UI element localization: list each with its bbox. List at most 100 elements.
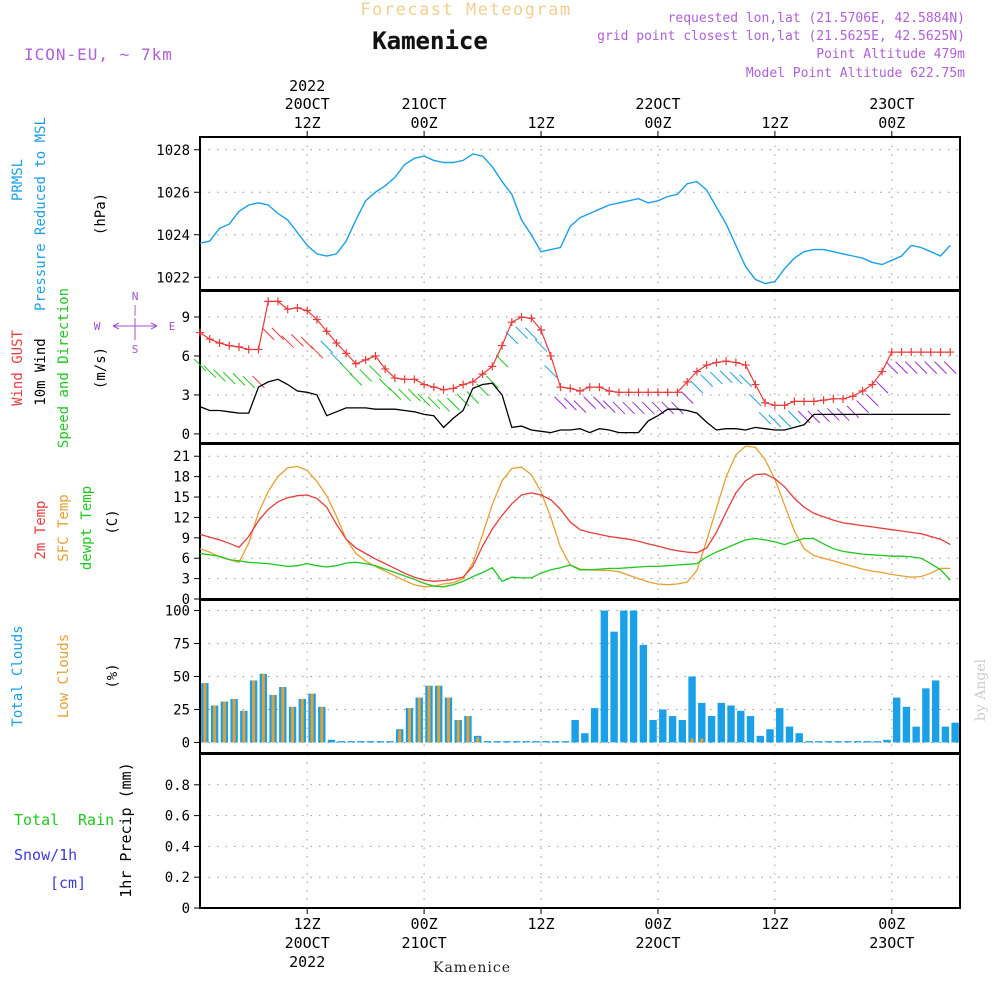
low-cloud-bar (690, 738, 694, 743)
ytick-label-2-7: 21 (173, 449, 190, 465)
wind-dir-arrow (583, 396, 597, 410)
wind-dir-arrow (193, 358, 207, 372)
total-cloud-bar (366, 741, 375, 743)
brand-title: Forecast Meteogram (360, 0, 571, 20)
total-cloud-bar (892, 697, 901, 743)
ytick-label-1-1: 3 (182, 388, 190, 404)
total-cloud-bar (815, 741, 823, 743)
wind-dir-arrow (573, 400, 587, 413)
wind-dir-arrow (437, 398, 450, 412)
gust-marker (361, 355, 370, 364)
gust-marker (478, 370, 487, 379)
gust-marker (790, 397, 799, 406)
total-cloud-bar (668, 716, 677, 743)
wind-dir-arrow (749, 393, 762, 407)
low-cloud-bar (291, 706, 295, 743)
gust-marker (848, 392, 857, 401)
wind-dir-arrow (554, 396, 567, 410)
precip-snow-label: Snow/1h (14, 846, 77, 864)
gust-marker (507, 318, 516, 327)
gust-marker (498, 341, 507, 350)
total-cloud-bar (590, 708, 599, 743)
gust-marker (712, 358, 721, 367)
gust-marker (273, 297, 282, 306)
wind-dir-arrow (895, 361, 908, 375)
total-cloud-bar (503, 741, 511, 743)
gust-marker (673, 388, 682, 397)
gust-marker (839, 394, 848, 403)
wind-dir-arrow (690, 380, 704, 394)
credit-label: by Angel (973, 658, 989, 721)
total-cloud-bar (610, 631, 618, 743)
ytick-label-2-1: 3 (182, 572, 190, 588)
ytick-label-2-6: 18 (173, 470, 190, 486)
gust-marker (829, 394, 838, 403)
panel-frame-1 (199, 290, 961, 444)
xtick-top-hour-1: 00Z (411, 114, 438, 132)
total-cloud-bar (551, 741, 560, 743)
ytick-label-4-4: 0.8 (165, 778, 190, 794)
wind-dir-arrow (544, 365, 558, 378)
total-cloud-bar (698, 702, 706, 743)
total-cloud-bar (756, 735, 764, 743)
total-cloud-bar (931, 680, 940, 743)
gust-marker (702, 361, 711, 370)
clouds-ylabel: (%) (105, 663, 121, 688)
sfc-temp-line (199, 445, 951, 588)
gust-marker (459, 380, 468, 389)
ytick-label-1-0: 0 (182, 427, 190, 443)
gust-marker (449, 384, 458, 393)
gust-marker (234, 342, 243, 351)
wind-dir-arrow (885, 361, 899, 375)
gust-marker (595, 383, 604, 392)
compass-n: N (132, 290, 139, 303)
gust-marker (322, 327, 331, 336)
labels-layer: 1022 1024 1026 1028 0 3 6 9 0 3 6 9 12 15 18 21 0 25 50 75 1… (10, 77, 914, 971)
gust-marker (907, 348, 916, 357)
xtick-top-date-1: 21OCT (402, 95, 447, 113)
gust-marker (605, 387, 614, 396)
ytick-label-2-5: 15 (173, 490, 190, 506)
gust-marker (936, 348, 945, 357)
ytick-label-4-1: 0.2 (165, 870, 190, 886)
wind-dir-arrow (417, 393, 431, 407)
xtick-top-hour-5: 00Z (878, 114, 905, 132)
compass-e: E (169, 320, 176, 333)
total-cloud-bar (805, 741, 813, 743)
low-cloud-bar (700, 738, 704, 743)
ytick-label-2-0: 0 (182, 592, 190, 608)
total-cloud-bar (659, 709, 667, 743)
station-title: Kamenice (372, 27, 488, 55)
ytick-label-1-2: 6 (182, 349, 190, 365)
gust-marker (517, 312, 526, 321)
low-cloud-bar (320, 706, 324, 743)
ytick-label-3-4: 100 (165, 604, 190, 620)
low-cloud-bar (232, 698, 236, 743)
total-cloud-bar (737, 710, 745, 743)
low-cloud-bar (446, 697, 450, 743)
precip-ylabel: 1hr Precip (mm) (117, 762, 135, 897)
gust-marker (400, 375, 409, 384)
gust-marker (683, 377, 692, 386)
gust-marker (858, 387, 867, 396)
gust-marker (576, 387, 584, 396)
gust-marker (196, 328, 204, 337)
total-cloud-bar (707, 716, 716, 743)
wind-dir-arrow (661, 401, 675, 415)
total-cloud-bar (493, 741, 501, 743)
total-clouds-label: Total Clouds (10, 625, 26, 726)
wind-dir-arrow (524, 327, 538, 341)
xtick-bottom-hour-0: 12Z (294, 915, 321, 933)
gust-marker (644, 388, 653, 397)
ytick-label-2-3: 9 (182, 531, 190, 547)
gust-marker (770, 401, 779, 410)
gust-marker (761, 398, 770, 407)
panel-frame-2 (199, 443, 961, 600)
total-cloud-bar (561, 741, 570, 743)
ytick-label-2-4: 12 (173, 510, 190, 526)
gust-marker (215, 338, 224, 347)
compass-w: W (94, 320, 101, 333)
xtick-bottom-date-0: 20OCT (285, 934, 330, 952)
gust-marker (566, 384, 575, 393)
